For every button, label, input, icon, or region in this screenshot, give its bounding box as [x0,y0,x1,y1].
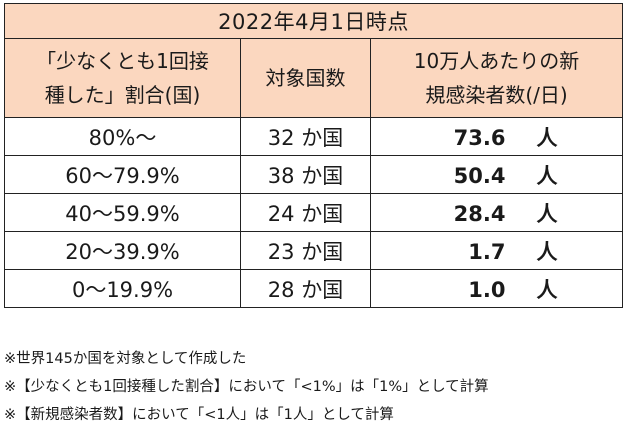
range-cell: 40〜59.9% [4,193,241,232]
table-row: 20〜39.9% 23 か国 1.7 人 [4,231,623,270]
range-cell: 80%〜 [4,117,241,156]
footnote: ※【少なくとも1回接種した割合】において「<1%」は「1%」として計算 [4,379,489,395]
footnote: ※世界145か国を対象として作成した [4,351,247,367]
header-vaccination-rate-line1: 「少なくとも1回接 [36,49,209,73]
count-cell: 32 か国 [240,117,371,156]
rate-unit: 人 [536,163,558,188]
rate-unit: 人 [536,125,558,150]
rate-cell: 1.0 人 [370,269,623,308]
rate-cell: 50.4 人 [370,155,623,194]
table-row: 0〜19.9% 28 か国 1.0 人 [4,269,623,308]
header-vaccination-rate: 「少なくとも1回接 種した」割合(国) [4,38,241,118]
header-new-cases: 10万人あたりの新 規感染者数(/日) [370,38,623,118]
rate-value: 1.0 [468,277,506,302]
rate-value: 50.4 [453,163,506,188]
range-cell: 60〜79.9% [4,155,241,194]
count-cell: 38 か国 [240,155,371,194]
header-country-count: 対象国数 [240,38,371,118]
table-row: 40〜59.9% 24 か国 28.4 人 [4,193,623,232]
rate-unit: 人 [536,239,558,264]
table-title: 2022年4月1日時点 [4,3,623,39]
range-cell: 0〜19.9% [4,269,241,308]
rate-unit: 人 [536,277,558,302]
header-row: 「少なくとも1回接 種した」割合(国) 対象国数 10万人あたりの新 規感染者数… [4,38,623,118]
rate-unit: 人 [536,201,558,226]
header-new-cases-line2: 規感染者数(/日) [425,83,568,107]
title-row: 2022年4月1日時点 [4,3,623,39]
count-cell: 28 か国 [240,269,371,308]
header-vaccination-rate-line2: 種した」割合(国) [44,83,201,107]
footnote: ※【新規感染者数】において「<1人」は「1人」として計算 [4,407,394,423]
vaccination-table: 2022年4月1日時点 「少なくとも1回接 種した」割合(国) 対象国数 10万… [4,3,623,308]
rate-value: 1.7 [468,239,506,264]
count-cell: 24 か国 [240,193,371,232]
rate-cell: 1.7 人 [370,231,623,270]
rate-value: 73.6 [453,125,506,150]
rate-cell: 73.6 人 [370,117,623,156]
range-cell: 20〜39.9% [4,231,241,270]
footnotes: ※世界145か国を対象として作成した ※【少なくとも1回接種した割合】において「… [4,345,489,429]
header-new-cases-line1: 10万人あたりの新 [413,49,580,73]
table-row: 60〜79.9% 38 か国 50.4 人 [4,155,623,194]
rate-value: 28.4 [453,201,506,226]
rate-cell: 28.4 人 [370,193,623,232]
count-cell: 23 か国 [240,231,371,270]
table-row: 80%〜 32 か国 73.6 人 [4,117,623,156]
